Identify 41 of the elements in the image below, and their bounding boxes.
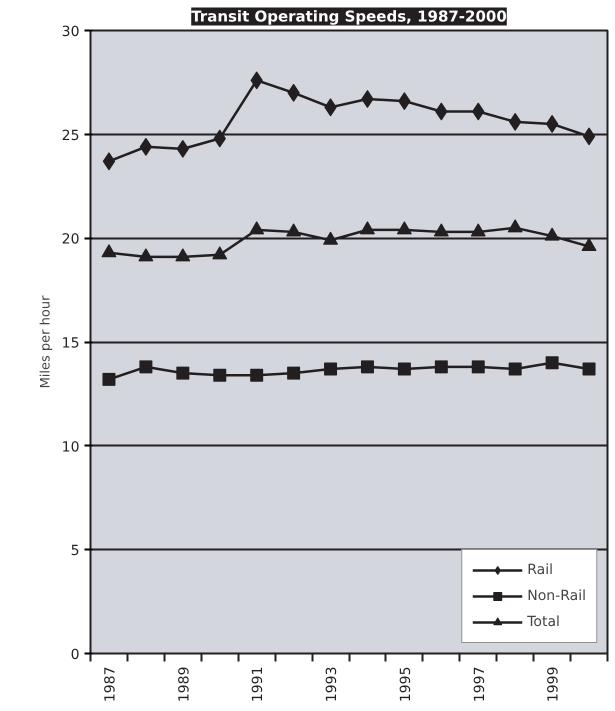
point [361, 90, 374, 108]
x-tick-label: 1997 [472, 666, 488, 702]
y-axis-title: Miles per hour [38, 294, 54, 388]
point [508, 362, 522, 376]
point [360, 360, 374, 374]
point [398, 362, 411, 376]
point [140, 138, 152, 156]
point [250, 368, 264, 382]
x-tick-label: 1989 [176, 666, 192, 702]
point [287, 84, 300, 102]
x-tick-label: 1987 [102, 666, 118, 702]
point [176, 366, 190, 380]
y-tick-label: 0 [70, 647, 80, 663]
legend-label: Rail [527, 562, 554, 578]
y-tick-label: 30 [62, 24, 80, 40]
y-tick-label: 10 [62, 439, 80, 456]
y-tick-label: 5 [70, 543, 80, 560]
point [324, 362, 338, 376]
point [546, 114, 558, 133]
point [434, 360, 448, 374]
point [102, 372, 116, 386]
y-tick-label: 25 [62, 128, 80, 144]
point [472, 360, 485, 374]
point [324, 98, 337, 116]
x-tick-label: 1995 [398, 666, 414, 702]
point [287, 366, 300, 380]
point [398, 92, 411, 110]
point [139, 360, 152, 374]
y-tick-label: 20 [62, 232, 80, 248]
chart-title: Transit Operating Speeds, 1987-2000 [191, 8, 507, 26]
legend-label: Non-Rail [527, 588, 586, 604]
point [546, 356, 559, 370]
point [582, 127, 596, 146]
point [582, 362, 596, 376]
x-tick-label: 1991 [250, 666, 266, 702]
legend-label: Total [527, 614, 560, 630]
point [213, 368, 226, 382]
x-tick-label: 1993 [324, 666, 340, 702]
point [102, 152, 116, 170]
x-tick-label: 1999 [546, 666, 562, 702]
y-tick-label: 15 [62, 336, 80, 352]
